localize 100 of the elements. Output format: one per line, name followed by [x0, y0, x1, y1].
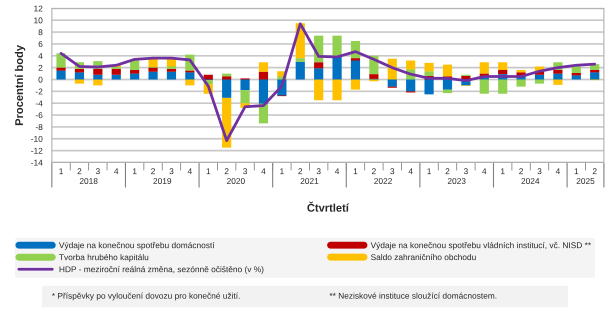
text: 2022 — [374, 178, 392, 184]
bar — [534, 74, 544, 80]
legend-label: Výdaje na konečnou spotřebu domácností — [58, 242, 215, 250]
x-tick-label: 1 — [280, 168, 284, 174]
bar — [166, 72, 176, 80]
text: 2021 — [300, 178, 318, 184]
bar — [572, 75, 581, 80]
x-tick-label: 2 — [446, 168, 450, 174]
bar — [93, 80, 102, 86]
x-tick-label: 3 — [390, 168, 394, 174]
bar — [148, 72, 158, 80]
bar — [112, 74, 121, 80]
y-tick-label: 12 — [34, 6, 42, 12]
bar — [240, 80, 250, 90]
legend-label: Výdaje na konečnou spotřebu vládních institucí, vč. NISD ** — [370, 242, 591, 250]
x-tick-label: 3 — [96, 168, 100, 174]
text: 2018 — [80, 178, 98, 184]
x-tick-label: 1 — [354, 168, 358, 174]
bar — [498, 62, 508, 70]
x-tick-label: 1 — [59, 168, 63, 174]
x-tick-label: 3 — [243, 168, 248, 174]
x-tick-label: 1 — [132, 168, 137, 174]
line-series — [60, 22, 596, 142]
bar — [130, 70, 140, 74]
x-tick-label: 2 — [78, 168, 82, 174]
bar — [406, 80, 416, 92]
bar — [93, 68, 102, 75]
y-tick-label: -12 — [31, 148, 42, 154]
bar — [112, 68, 121, 75]
y-axis-title: Procentní body — [14, 45, 26, 126]
x-axis-title: Čtvrtletí — [307, 202, 350, 212]
bar — [56, 70, 66, 80]
x-tick-label: 4 — [188, 168, 192, 174]
bar — [258, 80, 268, 104]
legend-label: Saldo zahraničního obchodu — [370, 254, 476, 260]
bar — [480, 80, 489, 94]
y-tick-label: 4 — [38, 53, 43, 59]
bar — [314, 62, 324, 68]
bar — [296, 62, 305, 80]
y-tick-label: -10 — [31, 136, 42, 142]
x-tick-label: 3 — [316, 168, 321, 174]
bar — [74, 80, 84, 84]
x-tick-label: 2 — [519, 168, 523, 174]
bar — [148, 68, 158, 72]
x-tick-label: 4 — [408, 168, 413, 174]
bar — [572, 72, 581, 76]
bar — [424, 71, 434, 76]
bar — [498, 80, 508, 94]
bar — [222, 80, 232, 98]
x-tick-label: 3 — [537, 168, 542, 174]
bar — [240, 90, 250, 104]
x-tick-label: 2 — [592, 168, 597, 174]
bar — [166, 66, 176, 69]
text: 2023 — [448, 178, 466, 184]
bar — [332, 80, 342, 100]
text: ** Neziskové instituce sloužící domácnostem. — [330, 292, 496, 299]
bar — [258, 62, 268, 72]
x-tick-label: 4 — [482, 168, 486, 174]
x-tick-label: 3 — [464, 168, 468, 174]
y-tick-label: -2 — [36, 88, 42, 94]
legend-label: HDP - meziroční reálná změna, sezónně očištěno (v %) — [60, 266, 264, 274]
bar — [222, 74, 232, 77]
bar — [516, 80, 526, 87]
y-tick-label: 10 — [34, 17, 42, 24]
bar — [480, 62, 489, 74]
bar — [498, 70, 508, 74]
text: 2020 — [227, 178, 245, 184]
bar — [332, 36, 342, 57]
bar — [332, 56, 342, 80]
bar — [442, 90, 452, 94]
x-tick-label: 2 — [151, 168, 155, 174]
y-tick-label: -6 — [36, 112, 42, 118]
y-tick-label: 0 — [38, 76, 42, 83]
bar — [204, 74, 213, 80]
bar — [350, 58, 360, 61]
y-tick-label: -8 — [36, 124, 42, 130]
bar — [406, 60, 416, 70]
y-tick-label: 6 — [38, 41, 42, 48]
legend-label: Tvorba hrubého kapitálu — [59, 254, 148, 262]
bar — [424, 62, 434, 72]
bar — [74, 68, 84, 72]
x-tick-label: 2 — [224, 168, 229, 174]
x-tick-label: 4 — [556, 168, 560, 174]
bar — [350, 60, 360, 80]
x-tick-label: 1 — [427, 168, 431, 174]
bar — [130, 60, 140, 70]
bar — [185, 80, 194, 86]
bar — [442, 80, 452, 90]
y-tick-label: 2 — [38, 64, 42, 71]
bar — [553, 70, 562, 74]
y-tick-label: -4 — [36, 100, 43, 106]
bar — [185, 72, 194, 80]
bar — [93, 74, 102, 80]
x-tick-label: 2 — [298, 168, 302, 174]
x-tick-label: 1 — [206, 168, 210, 174]
bar — [296, 58, 305, 62]
bar — [424, 80, 434, 94]
bar — [442, 64, 452, 77]
bar — [222, 76, 232, 80]
x-tick-label: 1 — [574, 168, 578, 174]
